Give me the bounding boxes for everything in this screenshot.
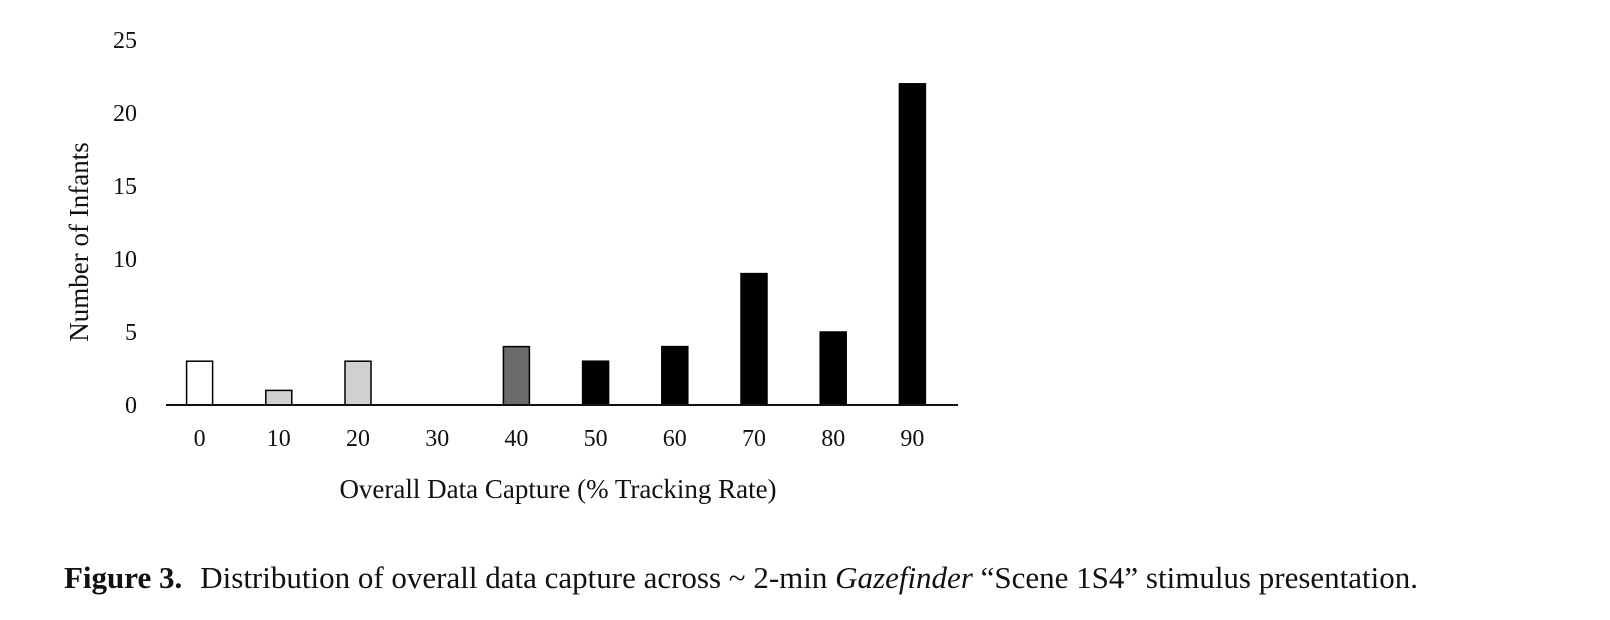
bars [185,83,927,406]
caption-text-end: “Scene 1S4” stimulus presentation. [972,560,1419,595]
x-axis-label: Overall Data Capture (% Tracking Rate) [339,474,776,504]
y-tick-label: 25 [113,28,137,54]
y-tick-label: 10 [113,247,137,273]
x-tick-label: 20 [346,426,370,452]
x-tick-label: 10 [267,426,291,452]
x-tick-label: 50 [584,426,608,452]
bar-60 [661,345,689,406]
bar-50 [581,360,610,406]
y-tick-label: 5 [125,320,137,346]
x-tick-label: 40 [504,426,528,452]
bar-chart: 0 5 10 15 20 25 0 10 20 30 40 50 60 70 80 90 Overall D… [64,28,958,504]
y-axis-ticks: 0 5 10 15 20 25 [113,28,137,419]
x-tick-label: 0 [194,426,206,452]
bar-20 [344,360,372,406]
y-tick-label: 0 [125,393,137,419]
x-tick-label: 60 [663,426,687,452]
bar-10 [265,389,293,406]
x-axis-ticks: 0 10 20 30 40 50 60 70 80 90 [194,426,925,452]
bar-40 [502,345,531,406]
x-tick-label: 30 [425,426,449,452]
y-axis-label: Number of Infants [64,142,94,341]
bar-80 [819,331,847,406]
caption-italic-text: Gazefinder [835,560,973,595]
bar-0 [185,360,214,406]
caption-text: Distribution of overall data capture acr… [200,560,836,595]
x-tick-label: 70 [742,426,766,452]
bar-90 [898,83,927,406]
y-tick-label: 20 [113,101,137,127]
figure-caption: Figure 3. Distribution of overall data ca… [64,560,1418,596]
x-tick-label: 80 [821,426,845,452]
bar-70 [740,272,768,406]
figure-label: Figure 3. [64,560,183,595]
y-tick-label: 15 [113,174,137,200]
x-tick-label: 90 [900,426,924,452]
